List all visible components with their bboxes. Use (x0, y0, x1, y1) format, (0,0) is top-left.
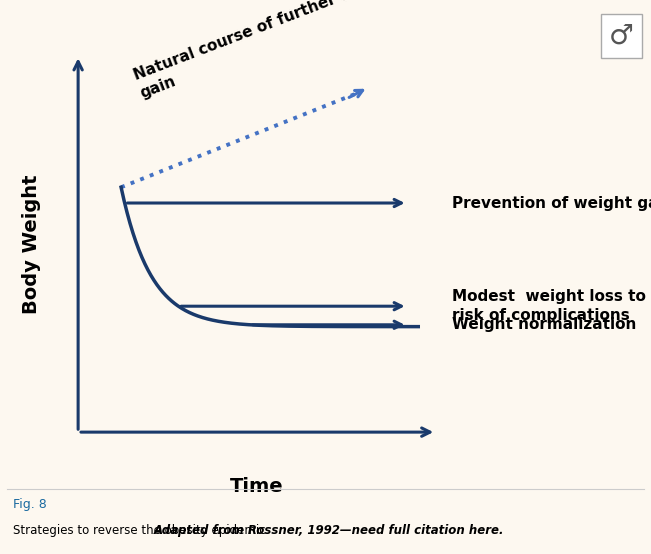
Text: ♂: ♂ (609, 22, 634, 50)
Text: Adapted from Rossner, 1992—need full citation here.: Adapted from Rossner, 1992—need full cit… (154, 524, 504, 536)
Text: Weight normalization: Weight normalization (452, 317, 637, 332)
Text: Strategies to reverse the obesity epidemic.: Strategies to reverse the obesity epidem… (13, 524, 273, 536)
Text: Body Weight: Body Weight (22, 174, 41, 314)
Text: Natural course of further weight
gain: Natural course of further weight gain (132, 0, 404, 101)
Text: Prevention of weight gain: Prevention of weight gain (452, 196, 651, 211)
Text: Time: Time (230, 478, 284, 496)
Text: Modest  weight loss to reduce
risk of complications: Modest weight loss to reduce risk of com… (452, 289, 651, 323)
Text: Fig. 8: Fig. 8 (13, 497, 47, 511)
